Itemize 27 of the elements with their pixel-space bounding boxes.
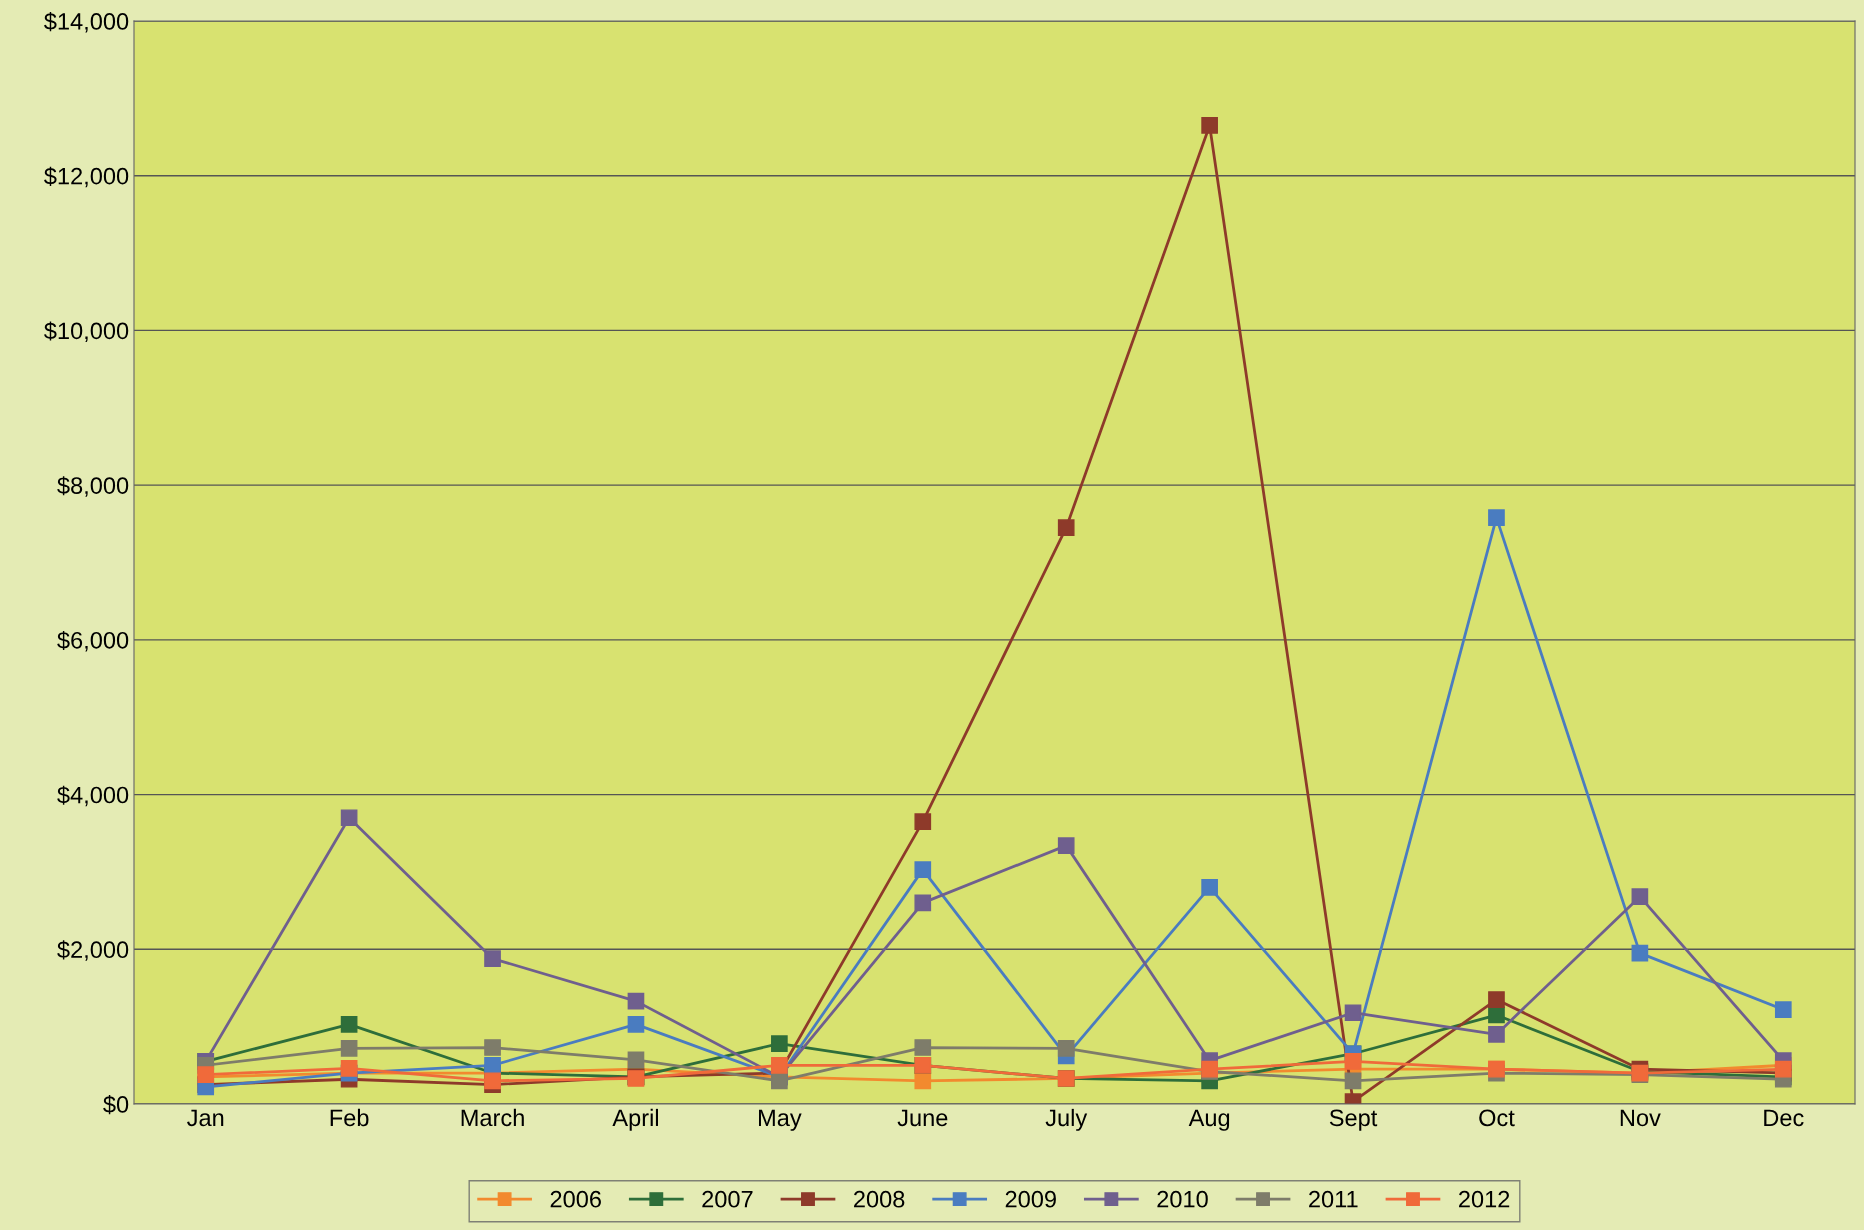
legend-label: 2006 — [550, 1190, 601, 1208]
x-tick-label: June — [897, 1109, 948, 1127]
legend-label: 2010 — [1157, 1190, 1208, 1208]
x-tick-label: Oct — [1479, 1109, 1515, 1127]
x-tick-label: July — [1045, 1108, 1088, 1131]
x-tick-label: March — [461, 1108, 524, 1127]
y-tick-label: $6,000 — [57, 630, 129, 652]
x-tick-label: Feb — [330, 1108, 369, 1127]
x-tick-label: Aug — [1188, 1109, 1230, 1131]
y-tick-label: $8,000 — [57, 476, 129, 497]
x-tick-label: Dec — [1764, 1109, 1804, 1127]
y-tick-label: $14,000 — [44, 12, 129, 33]
y-tick-label: $4,000 — [57, 785, 129, 807]
legend-label: 2008 — [854, 1190, 905, 1208]
legend-label: 2007 — [702, 1190, 753, 1208]
y-tick-label: $0 — [103, 1095, 129, 1115]
legend-label: 2012 — [1459, 1190, 1510, 1208]
x-tick-label: Jan — [187, 1109, 224, 1127]
y-tick-label: $12,000 — [44, 166, 129, 188]
legend-label: 2011 — [1309, 1190, 1358, 1208]
x-tick-label: May — [759, 1109, 802, 1131]
y-tick-label: $10,000 — [44, 321, 129, 343]
x-tick-label: Sept — [1329, 1109, 1378, 1131]
x-tick-label: April — [612, 1108, 658, 1131]
x-tick-label: Nov — [1620, 1109, 1661, 1127]
y-tick-label: $2,000 — [57, 940, 129, 961]
legend-label: 2009 — [1005, 1190, 1056, 1208]
